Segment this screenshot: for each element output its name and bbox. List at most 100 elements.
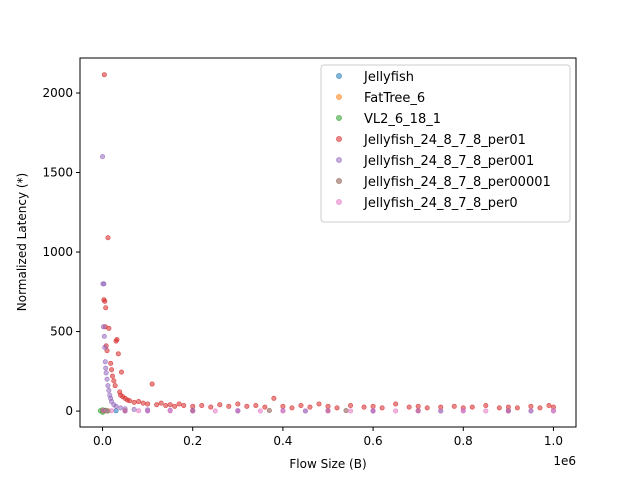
point-6-3 bbox=[122, 408, 128, 414]
point-3-35 bbox=[181, 403, 187, 409]
point-3-48 bbox=[298, 403, 304, 409]
point-3-33 bbox=[172, 403, 178, 409]
point-3-8 bbox=[106, 325, 112, 331]
point-3-47 bbox=[289, 405, 295, 411]
point-3-34 bbox=[176, 401, 182, 407]
point-4-3 bbox=[100, 324, 106, 330]
y-axis-label: Normalized Latency (*) bbox=[15, 173, 29, 311]
point-3-45 bbox=[271, 395, 277, 401]
point-5-5 bbox=[343, 408, 349, 414]
point-4-9 bbox=[104, 376, 110, 382]
y-tick-label-3: 1500 bbox=[42, 166, 73, 180]
y-axis: 0 500 1000 1500 2000 bbox=[42, 86, 80, 418]
point-3-9 bbox=[108, 360, 114, 366]
point-6-11 bbox=[280, 408, 286, 414]
x-offset-text: 1e6 bbox=[553, 454, 576, 468]
point-4-10 bbox=[105, 383, 111, 389]
point-3-70 bbox=[537, 405, 543, 411]
point-6-9 bbox=[235, 408, 241, 414]
y-tick-label-0: 0 bbox=[65, 404, 73, 418]
legend: Jellyfish FatTree_6 VL2_6_18_1 Jellyfish_24… bbox=[320, 64, 571, 223]
point-3-11 bbox=[109, 373, 115, 379]
legend-marker-1 bbox=[336, 94, 342, 100]
point-3-19 bbox=[118, 369, 124, 375]
point-6-15 bbox=[370, 408, 376, 414]
legend-marker-6 bbox=[336, 199, 342, 205]
point-5-3 bbox=[266, 407, 272, 413]
x-tick-label-4: 0.8 bbox=[454, 434, 473, 448]
point-6-22 bbox=[528, 408, 534, 414]
legend-marker-0 bbox=[336, 73, 342, 79]
point-3-29 bbox=[154, 402, 160, 408]
point-6-6 bbox=[167, 408, 173, 414]
point-4-5 bbox=[102, 344, 108, 350]
legend-label-0: Jellyfish bbox=[363, 70, 414, 85]
point-4-17 bbox=[118, 405, 124, 411]
point-3-60 bbox=[424, 405, 430, 411]
point-6-20 bbox=[483, 408, 489, 414]
point-3-46 bbox=[280, 403, 286, 409]
point-3-71 bbox=[546, 403, 552, 409]
legend-label-5: Jellyfish_24_8_7_8_per00001 bbox=[363, 175, 551, 190]
point-3-25 bbox=[136, 399, 142, 405]
point-6-19 bbox=[460, 408, 466, 414]
x-tick-label-5: 1.0 bbox=[544, 434, 563, 448]
legend-frame bbox=[320, 64, 571, 223]
point-6-8 bbox=[212, 408, 218, 414]
point-3-23 bbox=[127, 398, 133, 404]
legend-label-4: Jellyfish_24_8_7_8_per001 bbox=[363, 154, 534, 169]
point-4-8 bbox=[103, 370, 109, 376]
point-6-1 bbox=[104, 408, 110, 414]
y-tick-label-1: 500 bbox=[50, 325, 73, 339]
point-4-7 bbox=[103, 365, 109, 371]
point-4-4 bbox=[101, 333, 107, 339]
point-3-69 bbox=[528, 403, 534, 409]
point-3-13 bbox=[112, 383, 118, 389]
x-tick-label-2: 0.4 bbox=[273, 434, 292, 448]
legend-label-3: Jellyfish_24_8_7_8_per01 bbox=[363, 133, 526, 148]
legend-label-2: VL2_6_18_1 bbox=[364, 112, 441, 127]
legend-label-6: Jellyfish_24_8_7_8_per0 bbox=[363, 196, 518, 211]
x-axis: 0.0 0.2 0.4 0.6 0.8 1.0 bbox=[93, 427, 563, 448]
point-6-18 bbox=[438, 408, 444, 414]
point-3-2 bbox=[102, 298, 108, 304]
point-6-2 bbox=[109, 408, 115, 414]
point-6-7 bbox=[190, 408, 196, 414]
point-4-16 bbox=[113, 403, 119, 409]
point-3-58 bbox=[406, 404, 412, 410]
point-4-19 bbox=[131, 406, 137, 412]
point-6-12 bbox=[302, 408, 308, 414]
point-3-41 bbox=[235, 401, 241, 407]
point-4-2 bbox=[101, 281, 107, 287]
point-3-12 bbox=[111, 378, 117, 384]
point-3-68 bbox=[514, 405, 520, 411]
point-3-51 bbox=[325, 403, 331, 409]
legend-marker-2 bbox=[336, 115, 342, 121]
point-6-23 bbox=[550, 408, 556, 414]
point-0-2 bbox=[113, 408, 119, 414]
plot-points bbox=[97, 72, 556, 415]
series-6 bbox=[100, 408, 556, 414]
point-3-62 bbox=[451, 403, 457, 409]
point-3-27 bbox=[145, 401, 151, 407]
point-3-39 bbox=[217, 402, 223, 408]
point-3-15 bbox=[114, 337, 120, 343]
point-3-66 bbox=[496, 405, 502, 411]
point-3-26 bbox=[140, 400, 146, 406]
legend-label-1: FatTree_6 bbox=[364, 91, 425, 106]
series-0 bbox=[100, 408, 534, 414]
x-axis-label: Flow Size (B) bbox=[289, 457, 366, 471]
point-3-30 bbox=[158, 400, 164, 406]
legend-marker-5 bbox=[336, 178, 342, 184]
point-3-55 bbox=[370, 403, 376, 409]
point-6-0 bbox=[100, 408, 106, 414]
point-3-16 bbox=[115, 351, 121, 357]
point-3-43 bbox=[253, 403, 259, 409]
point-3-44 bbox=[262, 404, 268, 410]
point-3-32 bbox=[167, 402, 173, 408]
point-3-0 bbox=[101, 72, 107, 78]
point-3-65 bbox=[483, 403, 489, 409]
point-3-53 bbox=[348, 403, 354, 409]
point-6-4 bbox=[136, 408, 142, 414]
